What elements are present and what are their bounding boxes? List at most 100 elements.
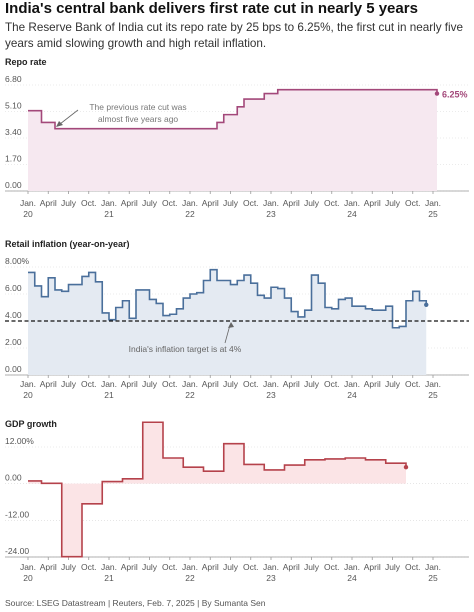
x-tick-label: July <box>385 379 401 389</box>
x-tick-label: Jan. <box>20 198 36 208</box>
inflation-panel-title: Retail inflation (year-on-year) <box>5 239 130 249</box>
repo-end-label: 6.25% <box>442 90 468 100</box>
x-tick-label: Oct. <box>81 198 97 208</box>
repo-area <box>28 89 437 191</box>
headline: India's central bank delivers first rate… <box>5 0 418 17</box>
x-tick-label: July <box>304 379 320 389</box>
x-year-label: 24 <box>347 390 357 400</box>
gdp-end-dot <box>403 464 409 470</box>
x-tick-label: April <box>202 379 219 389</box>
x-tick-label: Oct. <box>405 198 421 208</box>
x-tick-label: Jan. <box>263 379 279 389</box>
x-tick-label: Jan. <box>263 562 279 572</box>
x-tick-label: July <box>61 379 77 389</box>
x-tick-label: Jan. <box>182 562 198 572</box>
x-tick-label: Oct. <box>243 198 259 208</box>
x-tick-label: July <box>61 562 77 572</box>
x-tick-label: April <box>364 198 381 208</box>
x-year-label: 24 <box>347 573 357 583</box>
x-tick-label: Jan. <box>344 562 360 572</box>
x-year-label: 23 <box>266 209 276 219</box>
x-tick-label: Jan. <box>425 198 441 208</box>
x-tick-label: April <box>283 198 300 208</box>
x-tick-label: July <box>385 562 401 572</box>
x-year-label: 22 <box>185 209 195 219</box>
x-tick-label: Oct. <box>324 379 340 389</box>
source-note: Source: LSEG Datastream | Reuters, Feb. … <box>5 598 266 608</box>
x-tick-label: Oct. <box>81 379 97 389</box>
x-tick-label: April <box>202 198 219 208</box>
y-tick-label: 3.40 <box>5 127 22 137</box>
x-tick-label: Jan. <box>344 198 360 208</box>
gdp-area <box>28 422 406 557</box>
repo-panel-title: Repo rate <box>5 57 47 67</box>
x-year-label: 20 <box>23 209 33 219</box>
inflation-annotation-arrow <box>224 324 231 344</box>
x-year-label: 24 <box>347 209 357 219</box>
y-tick-label: 0.00 <box>5 364 22 374</box>
x-year-label: 21 <box>104 573 114 583</box>
repo-annotation-arrowhead <box>56 121 63 127</box>
y-tick-label: 5.10 <box>5 101 22 111</box>
x-year-label: 22 <box>185 573 195 583</box>
y-tick-label: 12.00% <box>5 436 34 446</box>
x-tick-label: April <box>40 379 57 389</box>
x-tick-label: July <box>142 198 158 208</box>
x-tick-label: April <box>121 198 138 208</box>
x-tick-label: April <box>283 562 300 572</box>
x-year-label: 21 <box>104 390 114 400</box>
y-tick-label: 2.00 <box>5 337 22 347</box>
x-year-label: 20 <box>23 390 33 400</box>
x-tick-label: July <box>385 198 401 208</box>
x-tick-label: Jan. <box>182 198 198 208</box>
x-tick-label: Oct. <box>243 562 259 572</box>
x-tick-label: Oct. <box>81 562 97 572</box>
gdp-line <box>28 421 407 558</box>
x-tick-label: Oct. <box>324 562 340 572</box>
y-tick-label: 1.70 <box>5 154 22 164</box>
x-tick-label: April <box>202 562 219 572</box>
x-tick-label: April <box>40 562 57 572</box>
y-tick-label: 6.00 <box>5 283 22 293</box>
x-tick-label: July <box>142 379 158 389</box>
x-tick-label: Oct. <box>405 379 421 389</box>
x-tick-label: Oct. <box>243 379 259 389</box>
x-tick-label: April <box>121 562 138 572</box>
x-tick-label: July <box>223 562 239 572</box>
repo-annotation-arrow <box>59 109 79 125</box>
x-tick-label: Oct. <box>162 379 178 389</box>
x-tick-label: Oct. <box>162 562 178 572</box>
x-tick-label: July <box>304 198 320 208</box>
y-tick-label: -12.00 <box>5 509 29 519</box>
y-tick-label: 0.00 <box>5 180 22 190</box>
x-year-label: 25 <box>428 209 438 219</box>
x-year-label: 25 <box>428 573 438 583</box>
repo-annotation-line1: The previous rate cut was <box>89 102 186 112</box>
inflation-annotation-arrowhead <box>228 322 234 328</box>
repo-line <box>28 88 438 130</box>
repo-end-dot <box>434 91 440 96</box>
x-tick-label: Jan. <box>101 198 117 208</box>
y-tick-label: 4.00 <box>5 310 22 320</box>
x-tick-label: July <box>142 562 158 572</box>
x-tick-label: Jan. <box>182 379 198 389</box>
inflation-line <box>28 268 428 329</box>
inflation-end-dot <box>424 302 429 307</box>
x-tick-label: April <box>283 379 300 389</box>
gdp-panel-title: GDP growth <box>5 419 57 429</box>
x-tick-label: Oct. <box>405 562 421 572</box>
inflation-target-annotation: India's inflation target is at 4% <box>129 344 242 354</box>
x-tick-label: Jan. <box>101 379 117 389</box>
x-tick-label: Jan. <box>344 379 360 389</box>
x-tick-label: April <box>364 379 381 389</box>
x-tick-label: Jan. <box>425 379 441 389</box>
y-tick-label: 6.80 <box>5 74 22 84</box>
x-year-label: 23 <box>266 573 276 583</box>
x-tick-label: Jan. <box>425 562 441 572</box>
x-tick-label: Jan. <box>20 562 36 572</box>
x-tick-label: Oct. <box>162 198 178 208</box>
repo-annotation-line2: almost five years ago <box>98 114 179 124</box>
x-tick-label: July <box>61 198 77 208</box>
x-tick-label: Oct. <box>324 198 340 208</box>
